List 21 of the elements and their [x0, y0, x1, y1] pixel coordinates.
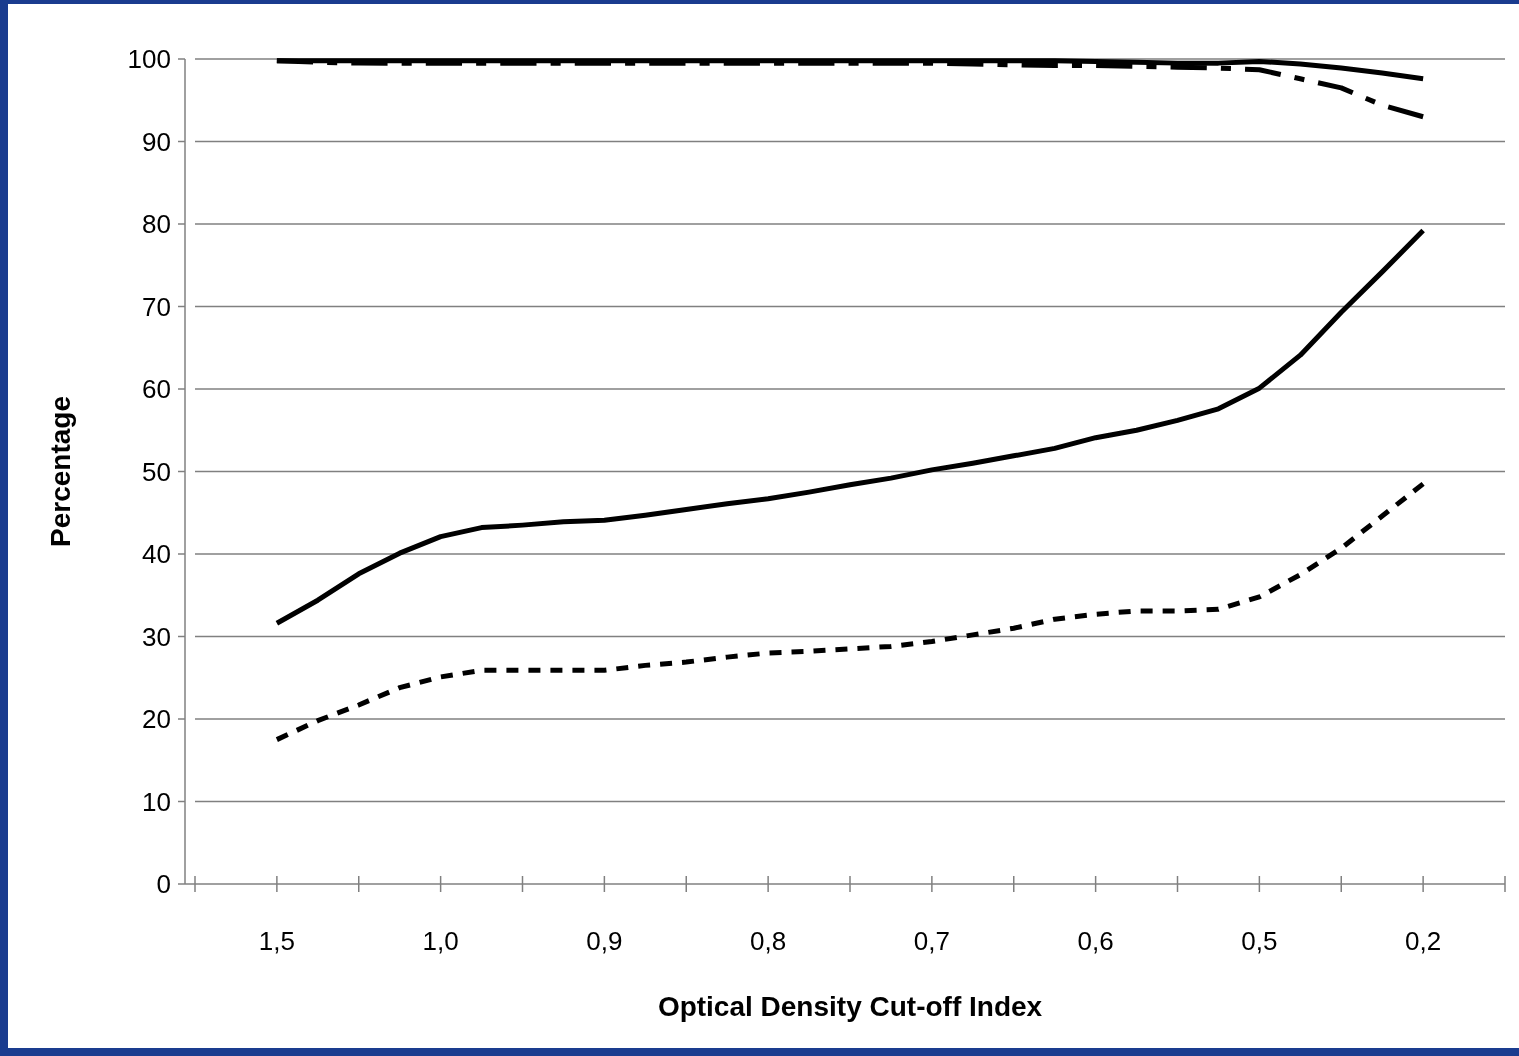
x-tick-label: 1,0 [422, 926, 459, 956]
y-axis-title: Percentage [45, 396, 76, 547]
y-tick-label: 50 [142, 456, 171, 487]
x-tick-label: 0,7 [913, 926, 950, 956]
y-tick-label: 10 [142, 786, 171, 817]
y-tick-label: 80 [142, 209, 171, 240]
x-tick-label: 1,5 [258, 926, 295, 956]
x-tick-label: 0,6 [1077, 926, 1114, 956]
y-tick-label: 60 [142, 374, 171, 405]
y-tick-label: 100 [127, 44, 171, 75]
x-tick-label: 0,2 [1405, 926, 1442, 956]
x-axis-title: Optical Density Cut-off Index [657, 991, 1043, 1022]
y-tick-label: 40 [142, 539, 171, 570]
y-tick-label: 20 [142, 704, 171, 735]
x-tick-label: 0,8 [750, 926, 787, 956]
y-tick-label: 0 [156, 869, 171, 900]
y-tick-label: 30 [142, 621, 171, 652]
x-tick-label: 0,9 [586, 926, 623, 956]
y-tick-label: 70 [142, 291, 171, 322]
y-tick-label: 90 [142, 126, 171, 157]
x-tick-label: 0,5 [1241, 926, 1278, 956]
